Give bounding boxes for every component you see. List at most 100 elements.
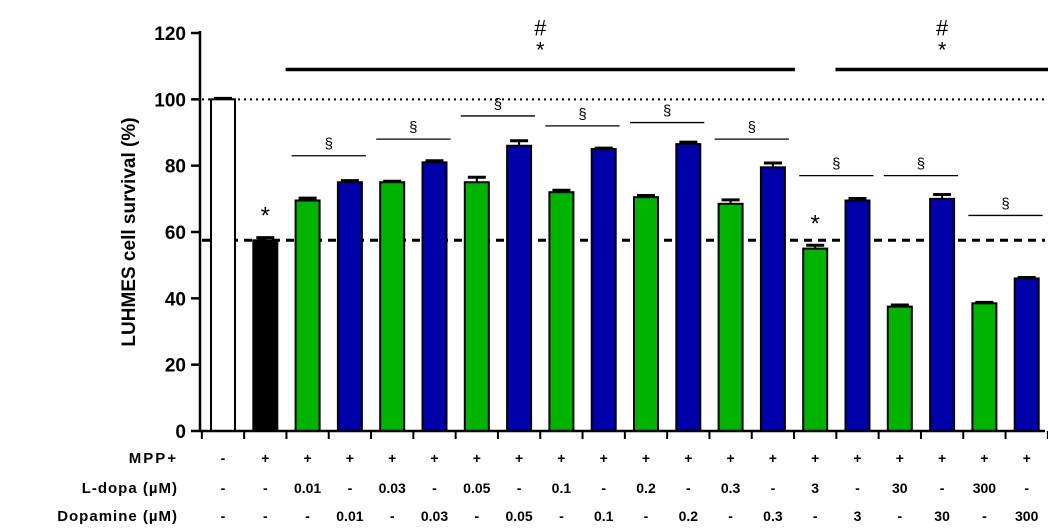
- treatment-cell: 0.01: [336, 508, 363, 524]
- treatment-cell: 0.1: [552, 480, 572, 496]
- treatment-row-label: Dopamine (µM): [57, 508, 178, 525]
- hash-mark: #: [936, 15, 949, 40]
- section-sign: §: [409, 119, 417, 136]
- bar: [675, 143, 702, 432]
- treatment-cell: +: [388, 450, 396, 466]
- treatment-cell: 0.2: [636, 480, 656, 496]
- treatment-cell: +: [430, 450, 438, 466]
- treatment-cell: 300: [1015, 508, 1039, 524]
- treatment-cell: 0.1: [594, 508, 614, 524]
- treatment-cell: -: [348, 480, 353, 496]
- y-axis-label: LUHMES cell survival (%): [119, 117, 140, 346]
- treatment-cell: -: [644, 508, 649, 524]
- hash-mark: #: [534, 15, 547, 40]
- bar: [1013, 277, 1040, 432]
- treatment-cell: -: [263, 480, 268, 496]
- treatment-cell: -: [897, 508, 902, 524]
- treatment-cell: 3: [811, 480, 819, 496]
- treatment-cell: +: [811, 450, 819, 466]
- y-tick-label: 40: [165, 289, 186, 310]
- treatment-cell: +: [853, 450, 861, 466]
- treatment-cell: -: [517, 480, 522, 496]
- treatment-cell: -: [221, 450, 226, 466]
- treatment-cell: 300: [973, 480, 997, 496]
- treatment-cell: 0.03: [421, 508, 448, 524]
- bar: [252, 239, 279, 432]
- treatment-cell: +: [1023, 450, 1031, 466]
- bar: [463, 181, 490, 432]
- section-sign: §: [832, 156, 840, 173]
- treatment-cell: 0.03: [379, 480, 406, 496]
- y-tick-label: 20: [165, 356, 186, 377]
- group-asterisk: *: [536, 37, 545, 62]
- significance-asterisk: *: [811, 210, 820, 237]
- treatment-cell: +: [600, 450, 608, 466]
- treatment-cell: -: [982, 508, 987, 524]
- treatment-cell: -: [305, 508, 310, 524]
- treatment-cell: -: [771, 480, 776, 496]
- treatment-cell: -: [432, 480, 437, 496]
- treatment-cell: 0.3: [763, 508, 783, 524]
- bars-group: [210, 96, 1040, 432]
- treatment-cell: -: [263, 508, 268, 524]
- group-asterisk: *: [938, 37, 947, 62]
- significance-asterisk: *: [261, 203, 270, 230]
- section-sign: §: [494, 96, 502, 113]
- bar: [336, 181, 363, 432]
- treatment-cell: -: [559, 508, 564, 524]
- treatment-cell: +: [304, 450, 312, 466]
- y-tick-label: 60: [165, 223, 186, 244]
- treatment-cell: -: [221, 480, 226, 496]
- treatment-table: MPP+ - + + + + + + + + + + + + + + + + + + + L-dopa (µM) - - 0.0…: [57, 431, 1048, 525]
- treatment-cell: -: [855, 480, 860, 496]
- treatment-cell: 30: [934, 508, 950, 524]
- treatment-cell: -: [940, 480, 945, 496]
- treatment-cell: +: [557, 450, 565, 466]
- section-sign: §: [917, 156, 925, 173]
- treatment-cell: +: [261, 450, 269, 466]
- treatment-cell: -: [601, 480, 606, 496]
- y-tick-label: 120: [154, 24, 186, 45]
- treatment-cell: -: [390, 508, 395, 524]
- treatment-cell: 0.2: [679, 508, 699, 524]
- treatment-row-label: MPP+: [129, 450, 178, 467]
- bar: [759, 166, 786, 432]
- treatment-cell: +: [473, 450, 481, 466]
- treatment-cell: +: [938, 450, 946, 466]
- treatment-cell: +: [346, 450, 354, 466]
- treatment-cell: 30: [892, 480, 908, 496]
- treatment-cell: +: [980, 450, 988, 466]
- treatment-row-label: L-dopa (µM): [82, 480, 178, 497]
- bar: [633, 196, 659, 432]
- treatment-cell: -: [221, 508, 226, 524]
- bar: [590, 148, 617, 432]
- bar: [802, 247, 829, 432]
- section-sign: §: [663, 103, 671, 120]
- treatment-cell: -: [686, 480, 691, 496]
- treatment-cell: +: [515, 450, 523, 466]
- y-tick-label: 80: [165, 157, 186, 178]
- bar: [506, 144, 533, 432]
- section-sign: §: [578, 106, 586, 123]
- treatment-cell: +: [684, 450, 692, 466]
- bar: [421, 161, 448, 432]
- bar: [379, 181, 406, 432]
- treatment-cell: 0.05: [463, 480, 490, 496]
- bar: [886, 305, 913, 432]
- treatment-cell: 0.05: [505, 508, 532, 524]
- section-sign: §: [325, 136, 333, 153]
- treatment-cell: -: [813, 508, 818, 524]
- section-sign: §: [1001, 195, 1009, 212]
- treatment-cell: +: [727, 450, 735, 466]
- bar: [844, 199, 871, 432]
- bar: [717, 202, 744, 432]
- treatment-cell: +: [642, 450, 650, 466]
- treatment-cell: +: [769, 450, 777, 466]
- treatment-cell: -: [728, 508, 733, 524]
- treatment-cell: 3: [854, 508, 862, 524]
- bar: [210, 98, 236, 432]
- treatment-cell: 0.01: [294, 480, 321, 496]
- y-axis-group: 0 20 40 60 80 100 120: [154, 24, 200, 443]
- treatment-cell: -: [1024, 480, 1029, 496]
